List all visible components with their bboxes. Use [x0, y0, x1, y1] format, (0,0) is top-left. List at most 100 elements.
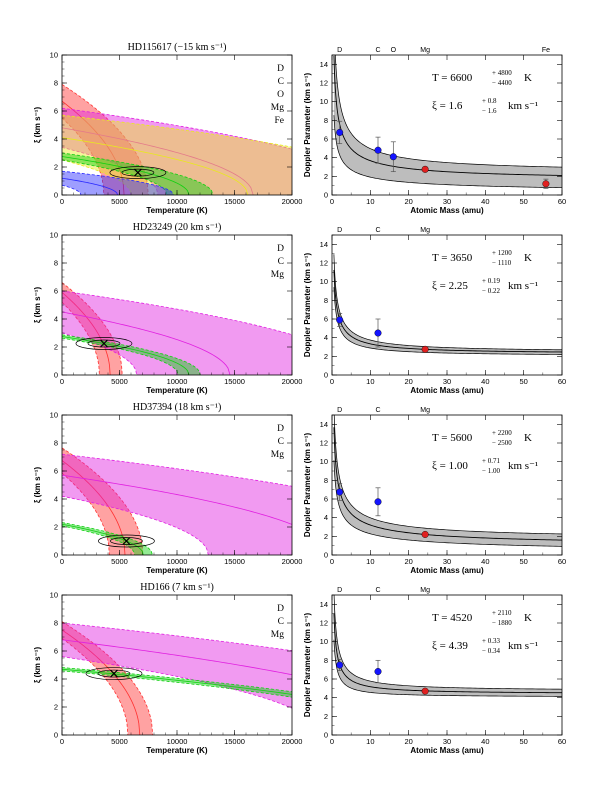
right-ytick-label: 12: [320, 79, 328, 88]
data-point-C: [374, 668, 382, 676]
confidence-contour-inner: [121, 168, 155, 177]
band-Fe: [62, 171, 292, 195]
data-point-C: [374, 329, 382, 337]
left-xtick-label: 20000: [282, 557, 303, 566]
fit-uncertainty-band: [333, 415, 562, 547]
right-xtick-label: 50: [519, 377, 527, 386]
legend-Fe: Fe: [275, 116, 285, 126]
temperature-value: T = 5600: [432, 432, 473, 444]
band-C-upper: [62, 622, 292, 652]
right-xlabel: Atomic Mass (amu): [410, 746, 484, 755]
left-xtick-label: 0: [60, 557, 64, 566]
fit-body: [333, 55, 562, 189]
band-Mg-lower: [62, 670, 292, 698]
right-xtick-label: 40: [481, 377, 489, 386]
fit-lower-curve: [333, 287, 562, 355]
legend-Mg: Mg: [271, 103, 284, 113]
right-ytick-label: 12: [320, 619, 328, 628]
right-xtick-label: 0: [330, 737, 334, 746]
left-ytick-label: 10: [50, 411, 58, 420]
fit-upper-curve: [333, 415, 562, 535]
fit-upper-curve: [333, 254, 562, 351]
top-label-Fe: Fe: [542, 47, 550, 54]
legend-C: C: [278, 437, 284, 447]
left-ytick-label: 6: [54, 647, 58, 656]
left-ytick-label: 4: [54, 315, 58, 324]
right-xtick-label: 60: [558, 377, 566, 386]
right-xtick-label: 10: [366, 737, 374, 746]
fit-upper-curve: [334, 55, 562, 168]
top-label-O: O: [391, 47, 397, 54]
temperature-unit: K: [524, 252, 532, 264]
right-xtick-label: 10: [366, 197, 374, 206]
left-ylabel: ξ (km s⁻¹): [33, 647, 42, 684]
legend-C: C: [278, 77, 284, 87]
band-Mg-lower: [62, 525, 136, 555]
temperature-value: T = 4520: [432, 612, 473, 624]
right-ytick-label: 12: [320, 439, 328, 448]
legend-D: D: [277, 424, 284, 434]
band-Fe-upper: [62, 170, 174, 195]
right-ytick-label: 14: [320, 60, 328, 69]
right-ytick-label: 10: [320, 637, 328, 646]
band-Mg-center: [62, 156, 190, 195]
left-xtick-label: 10000: [167, 737, 188, 746]
fit-lower-curve: [333, 639, 562, 697]
band-O: [62, 115, 292, 195]
right-xtick-label: 40: [481, 737, 489, 746]
left-ylabel: ξ (km s⁻¹): [33, 107, 42, 144]
left-xtick-label: 20000: [282, 377, 303, 386]
band-C: [62, 108, 292, 195]
right-ytick-label: 10: [320, 457, 328, 466]
right-ytick-label: 10: [320, 97, 328, 106]
fit-best-curve: [333, 270, 562, 353]
temperature-upper-error: + 4800: [492, 69, 512, 77]
xi-upper-error: + 0.33: [482, 637, 500, 645]
band-O-center: [62, 137, 249, 195]
band-C: [62, 454, 292, 555]
right-ytick-label: 6: [324, 675, 328, 684]
fit-body: [333, 254, 562, 355]
contour-bands: [62, 621, 292, 735]
contour-bands: [62, 282, 292, 375]
right-xtick-label: 20: [404, 557, 412, 566]
left-ytick-label: 2: [54, 523, 58, 532]
data-point-Mg: [421, 345, 429, 353]
confidence-contour-outer: [85, 667, 143, 680]
temperature-unit: K: [524, 612, 532, 624]
fit-body: [333, 415, 562, 547]
right-xtick-label: 50: [519, 197, 527, 206]
top-label-C: C: [375, 47, 380, 54]
band-Mg-center: [62, 668, 292, 695]
right-ytick-label: 6: [324, 315, 328, 324]
band-Mg: [62, 667, 292, 735]
best-fit-marker: [110, 669, 118, 678]
right-xtick-label: 30: [443, 737, 451, 746]
right-xlabel: Atomic Mass (amu): [410, 566, 484, 575]
contour-bands: [62, 84, 292, 195]
right-xlabel: Atomic Mass (amu): [410, 386, 484, 395]
band-Mg-upper: [62, 152, 214, 195]
xi-unit: km s⁻¹: [508, 280, 538, 292]
band-Mg-upper: [62, 522, 153, 555]
band-Fe-lower: [62, 184, 82, 195]
band-Mg-center: [62, 336, 190, 375]
left-xtick-label: 20000: [282, 737, 303, 746]
right-ytick-label: 4: [324, 333, 328, 342]
right-xtick-label: 0: [330, 557, 334, 566]
legend-D: D: [277, 244, 284, 254]
band-D: [62, 84, 292, 195]
band-C: [62, 291, 292, 375]
right-ytick-label: 0: [324, 371, 328, 380]
data-point-O: [389, 153, 397, 161]
right-xtick-label: 50: [519, 737, 527, 746]
data-point-D: [336, 316, 344, 324]
band-Mg-center: [62, 523, 144, 555]
data-point-Mg: [421, 165, 429, 173]
band-O-upper: [62, 114, 292, 148]
top-label-Mg: Mg: [420, 47, 430, 54]
left-ytick-label: 0: [54, 371, 58, 380]
data-point-C: [374, 146, 382, 154]
data-point-Mg: [421, 530, 429, 538]
legend-C: C: [278, 257, 284, 267]
